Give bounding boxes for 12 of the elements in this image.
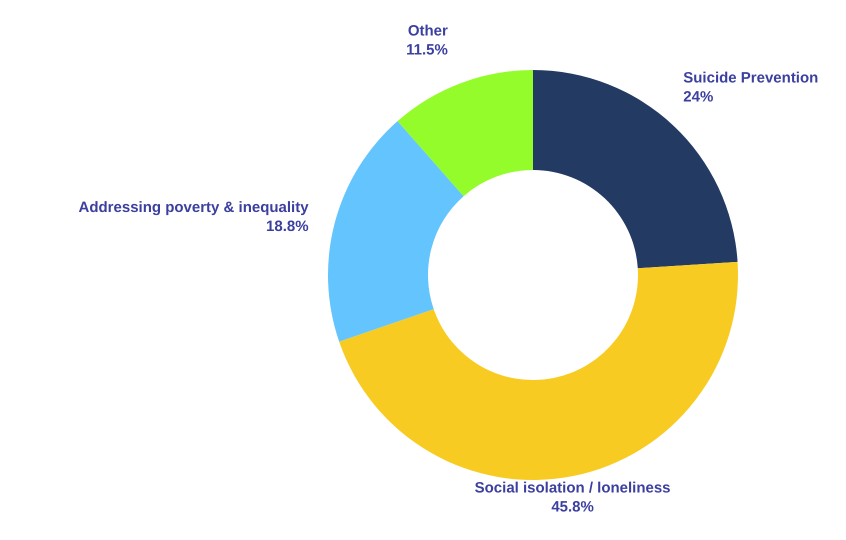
data-label: 45.8% (551, 498, 594, 516)
data-label: 11.5% (406, 42, 448, 59)
slice-label: Social isolation / loneliness (474, 480, 671, 497)
donut-slice (328, 121, 464, 342)
slice-label: Suicide Prevention (683, 69, 818, 86)
donut-slice (533, 70, 738, 268)
slice-label: Other (408, 22, 448, 40)
donut-slice (398, 70, 533, 196)
data-label: 18.8% (266, 218, 309, 235)
data-label: 24% (683, 88, 714, 106)
donut-slice (339, 262, 738, 480)
slice-label: Addressing poverty & inequality (78, 198, 310, 216)
